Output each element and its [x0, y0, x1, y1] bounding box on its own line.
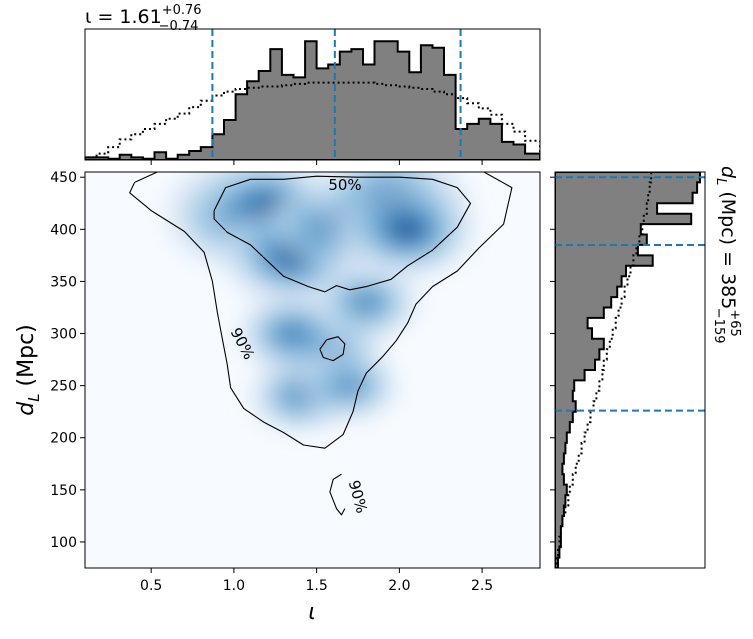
top-title: ι = 1.61+0.76 −0.74	[85, 3, 202, 34]
right-title: dL (Mpc) = 385+65−159	[711, 166, 742, 344]
contour-50-path-1	[319, 336, 346, 362]
density-blob-10-3	[354, 293, 379, 311]
x-tick-label: 1.5	[306, 578, 328, 594]
density-blob-5-3	[392, 218, 424, 241]
contour-90-path-0	[129, 172, 513, 449]
density-blobs	[165, 172, 476, 433]
y-tick-label: 300	[50, 327, 77, 343]
joint-panel-ticks: 0.5 1.0 1.5 2.0 2.5 100 150 200 250 300 350 400 450	[50, 170, 493, 594]
right-hist-filled	[555, 172, 701, 568]
contour-90-path-1	[329, 473, 346, 516]
density-heatmap	[165, 172, 476, 433]
x-tick-label: 2.5	[471, 578, 493, 594]
top-panel-frame	[84, 28, 541, 161]
density-blob-7-3	[279, 324, 305, 343]
y-tick-label: 200	[50, 431, 77, 447]
x-tick-label: 0.5	[140, 578, 162, 594]
contour-lines	[129, 172, 513, 516]
contour-label-50: 50%	[328, 176, 361, 194]
right-panel-ticks	[550, 176, 555, 543]
x-axis-label: ι	[308, 600, 315, 625]
y-tick-label: 100	[50, 535, 77, 551]
right-panel-frame	[554, 171, 706, 569]
top-histogram	[85, 29, 540, 160]
right-marginal-panel	[550, 171, 706, 569]
top-hist-dotted	[85, 81, 540, 160]
x-tick-label: 1.0	[223, 578, 245, 594]
top-panel-ticks	[150, 160, 483, 165]
joint-panel-frame	[84, 171, 541, 569]
x-tick-label: 2.0	[388, 578, 410, 594]
y-tick-label: 350	[50, 274, 77, 290]
right-hist-dotted	[555, 172, 653, 568]
y-tick-label: 450	[50, 170, 77, 186]
joint-panel: 50% 90% 90% 0.5 1.0 1.5 2.0 2.51001502002503…	[50, 170, 541, 594]
density-blob-9-3	[338, 377, 361, 394]
right-histogram	[555, 172, 705, 568]
y-tick-label: 250	[50, 379, 77, 395]
y-tick-label: 150	[50, 483, 77, 499]
y-axis-label: dL (Mpc)	[14, 324, 43, 416]
contour-50-path-0	[213, 175, 472, 293]
top-marginal-panel	[84, 28, 541, 165]
top-hist-filled	[85, 40, 540, 160]
y-tick-label: 400	[50, 222, 77, 238]
